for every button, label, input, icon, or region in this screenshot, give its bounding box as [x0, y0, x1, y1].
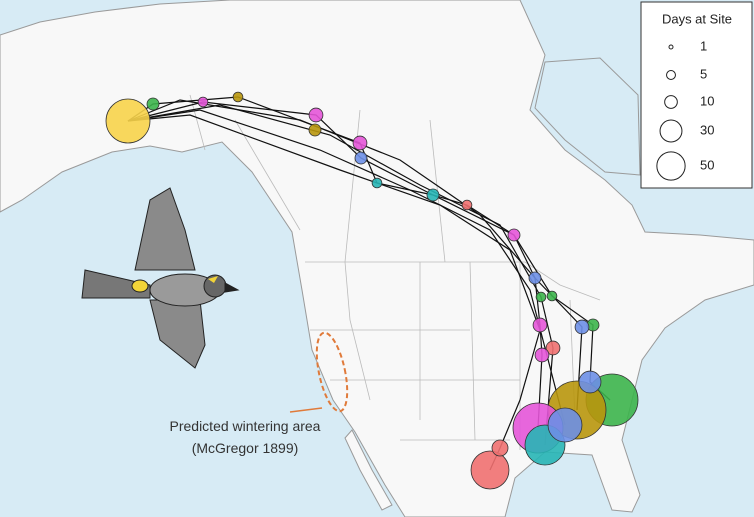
site [545, 340, 561, 356]
site [574, 319, 590, 335]
legend-label: 50 [700, 157, 714, 172]
site [547, 407, 583, 443]
site [470, 450, 510, 490]
site [197, 96, 209, 108]
site [546, 290, 558, 302]
legend-title: Days at Site [662, 11, 732, 26]
site [371, 177, 383, 189]
site [534, 347, 550, 363]
site [528, 271, 542, 285]
route [127, 104, 554, 446]
legend-circle [668, 44, 674, 50]
legend-circle [659, 119, 683, 143]
site [105, 98, 151, 144]
site [426, 188, 440, 202]
route [127, 114, 541, 471]
site [532, 317, 548, 333]
wintering-area [315, 331, 349, 413]
legend-circle [666, 70, 676, 80]
bird-illustration [81, 187, 240, 369]
site [535, 291, 547, 303]
site [461, 199, 473, 211]
site [354, 151, 368, 165]
site [507, 228, 521, 242]
site [308, 107, 324, 123]
legend-label: 1 [700, 38, 707, 53]
hudson-bay [534, 57, 641, 176]
annotation-text: Predicted wintering area [170, 418, 321, 434]
sites [105, 91, 639, 490]
annotation-text: (McGregor 1899) [192, 440, 299, 456]
annotation-leader [289, 407, 323, 413]
site [308, 123, 322, 137]
baja [344, 429, 393, 511]
legend-label: 5 [700, 66, 707, 81]
site [232, 91, 244, 103]
route [127, 109, 566, 426]
site [578, 370, 602, 394]
legend-circle [656, 151, 686, 181]
site [146, 97, 160, 111]
site [491, 439, 509, 457]
site [352, 135, 368, 151]
legend-label: 10 [700, 93, 714, 108]
legend: Days at Site 1 5 10 30 50 [640, 1, 753, 189]
legend-label: 30 [700, 122, 714, 137]
legend-circle [664, 95, 678, 109]
